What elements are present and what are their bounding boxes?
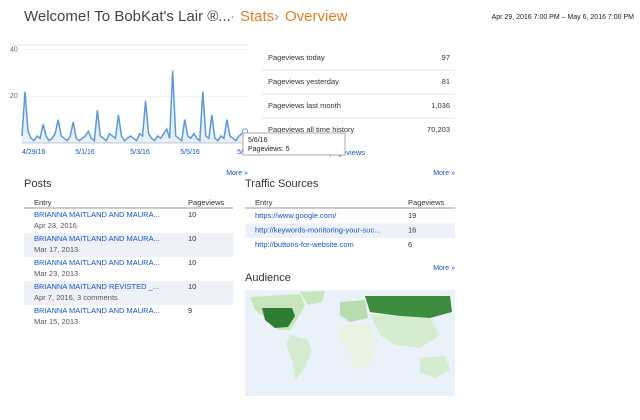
col-header: Entry [34,198,52,207]
map-greenland [300,291,325,305]
x-tick-label: 4/29/16 [22,149,45,156]
x-tick-label: 5/1/16 [75,149,95,156]
map-africa [338,324,378,372]
post-date: Apr 23, 2016 [34,221,77,230]
post-views: 10 [188,258,196,267]
col-header: Entry [255,198,273,207]
tooltip: 5/6/16 Pageviews: 5 [242,132,346,156]
page-title: Overview [285,8,348,25]
chart: 20 40 4/29/16 5/1/16 5/3/16 5/5/16 5/ [10,47,248,156]
map-south-america [286,335,312,380]
date-range[interactable]: Apr 29, 2016 7:00 PM – May 6, 2016 7:00 … [492,14,635,21]
post-views: 10 [188,282,196,291]
post-title[interactable]: BRIANNA MAITLAND REVISTED _... [34,282,159,291]
traffic-table: Entry Pageviews https://www.google.com/19 h… [245,198,455,249]
post-views: 10 [188,210,196,219]
post-date: Apr 7, 2016, 3 comments [34,293,118,302]
tooltip-date: 5/6/16 [248,137,268,144]
post-title[interactable]: BRIANNA MAITLAND AND MAURA... [34,258,160,267]
post-views: 9 [188,306,192,315]
blog-title: Welcome! To BobKat's Lair ®... [24,8,231,25]
row-bg [24,281,233,305]
source-url[interactable]: https://www.google.com/ [255,211,337,220]
tooltip-box [242,132,346,156]
row-bg [245,223,455,238]
audience-map [245,290,455,396]
y-tick-label: 40 [10,47,18,54]
stat-value: 1,036 [431,101,450,110]
x-tick-label: 5/ [237,149,243,156]
stats-table: Pageviews today 97 Pageviews yesterday 81 Pa… [262,53,455,134]
stats-link[interactable]: Stats [240,8,274,25]
post-date: Mar 23, 2013 [34,269,78,278]
area [22,70,245,143]
traffic-title: Traffic Sources [245,178,319,190]
stat-value: 97 [442,53,450,62]
tooltip-text: Pageviews: 5 [248,146,290,153]
source-views: 6 [408,240,412,249]
stat-value: 70,203 [427,125,450,134]
post-title[interactable]: BRIANNA MAITLAND AND MAURA... [34,234,160,243]
row-bg [24,233,233,257]
audience-title: Audience [245,272,291,284]
map-usa [262,308,295,328]
post-title[interactable]: BRIANNA MAITLAND AND MAURA... [34,306,160,315]
stat-label: Pageviews yesterday [268,77,339,86]
post-date: Mar 17, 2013 [34,245,78,254]
x-tick-label: 5/5/16 [180,149,200,156]
post-title[interactable]: BRIANNA MAITLAND AND MAURA... [34,210,160,219]
source-views: 16 [408,225,416,234]
col-header: Pageviews [408,198,445,207]
map-europe [340,300,368,322]
stat-label: Pageviews today [268,53,325,62]
source-views: 19 [408,211,416,220]
col-header: Pageviews [188,198,225,207]
posts-title: Posts [24,178,52,190]
audience-more[interactable]: More » [433,265,455,272]
map-russia [365,296,452,318]
posts-more[interactable]: More » [226,170,248,177]
source-url[interactable]: http://keywords-monitoring-your-suc... [255,225,380,234]
x-tick-label: 5/3/16 [130,149,150,156]
map-asia [370,314,440,348]
stat-label: Pageviews last month [268,101,341,110]
posts-table: Entry Pageviews BRIANNA MAITLAND AND MAURA… [24,198,233,326]
post-date: Mar 15, 2013 [34,317,78,326]
separator: · [230,8,235,25]
map-australia [420,356,450,378]
source-url[interactable]: http://buttons-for-website.com [255,240,354,249]
breadcrumb-arrow: › [274,8,279,25]
post-views: 10 [188,234,196,243]
stat-value: 81 [442,77,450,86]
traffic-more[interactable]: More » [433,170,455,177]
line [21,70,246,143]
y-tick-label: 20 [10,93,18,100]
stat-label: Pageviews all time history [268,125,355,134]
